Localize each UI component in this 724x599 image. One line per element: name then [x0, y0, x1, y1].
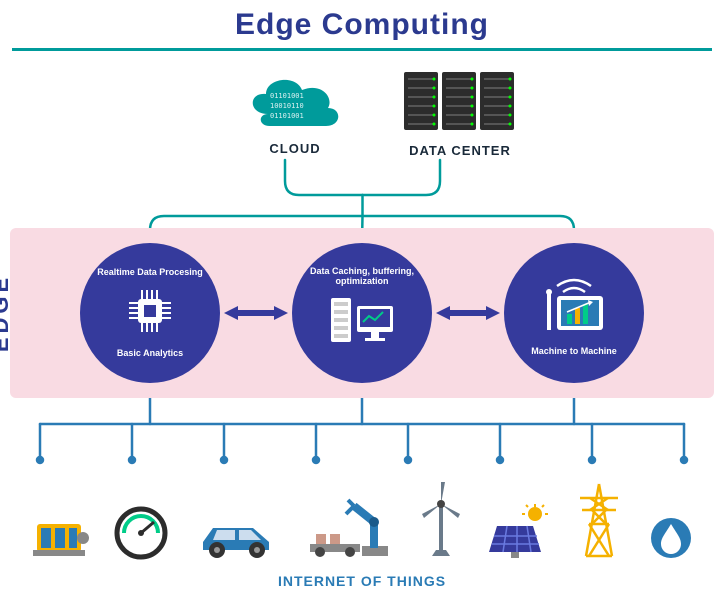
iot-engine	[31, 510, 91, 560]
edge-node-2: Machine to Machine	[504, 243, 644, 383]
page-title: Edge Computing	[0, 0, 724, 42]
edge-node-bottom-0: Basic Analytics	[117, 349, 183, 359]
server-screen-icon	[327, 292, 397, 353]
top-tier: 01101001 10010110 01101001 CLOUD DATA CE…	[0, 70, 724, 180]
edge-label: EDGE	[0, 274, 14, 352]
edge-node-bottom-2: Machine to Machine	[531, 347, 617, 357]
datacenter-group: DATA CENTER	[380, 70, 540, 158]
iot-wind-turbine	[416, 480, 466, 560]
iot-robot-arm	[304, 496, 394, 560]
datacenter-label: DATA CENTER	[380, 143, 540, 158]
datacenter-icon	[400, 70, 520, 134]
iot-label: INTERNET OF THINGS	[0, 573, 724, 589]
title-underline	[12, 48, 712, 51]
edge-node-top-1: Data Caching, buffering, optimization	[300, 267, 424, 287]
iot-gauge	[114, 506, 168, 560]
iot-car	[191, 516, 281, 560]
edge-node-0: Realtime Data Procesing Basic Analytics	[80, 243, 220, 383]
cloud-icon: 01101001 10010110 01101001	[240, 70, 350, 132]
iot-power-tower	[572, 480, 626, 560]
iot-row	[0, 460, 724, 560]
tablet-wifi-icon	[539, 276, 609, 341]
svg-text:10010110: 10010110	[270, 102, 304, 110]
cloud-group: 01101001 10010110 01101001 CLOUD	[230, 70, 360, 156]
svg-text:01101001: 01101001	[270, 92, 304, 100]
edge-node-1: Data Caching, buffering, optimization	[292, 243, 432, 383]
edge-node-top-0: Realtime Data Procesing	[97, 268, 203, 278]
chip-icon	[123, 284, 177, 343]
iot-solar-panel	[489, 504, 549, 560]
svg-text:01101001: 01101001	[270, 112, 304, 120]
iot-water-drop	[649, 516, 693, 560]
cloud-label: CLOUD	[230, 141, 360, 156]
